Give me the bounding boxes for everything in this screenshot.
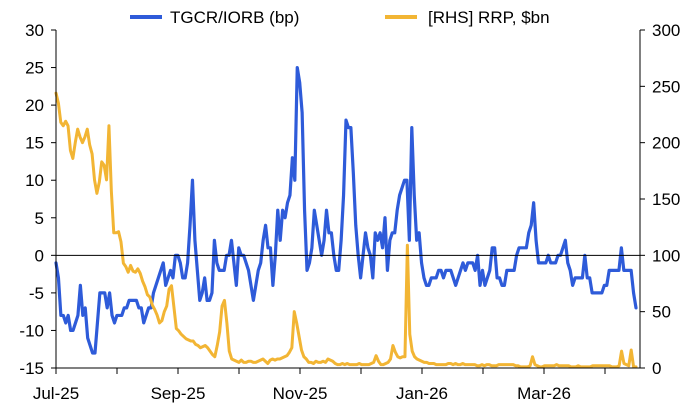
legend-label-tgcr-iorb: TGCR/IORB (bp)	[170, 8, 299, 27]
right-tick-label: 250	[652, 77, 680, 96]
left-tick-label: 5	[35, 209, 44, 228]
left-tick-label: -10	[19, 321, 44, 340]
left-tick-label: 30	[25, 21, 44, 40]
right-tick-label: 50	[652, 303, 671, 322]
right-tick-label: 200	[652, 134, 680, 153]
x-tick-label: Sep-25	[151, 384, 206, 403]
right-tick-label: 0	[652, 359, 661, 378]
legend: TGCR/IORB (bp) [RHS] RRP, $bn	[130, 8, 550, 27]
left-tick-label: 15	[25, 134, 44, 153]
left-tick-label: 10	[25, 171, 44, 190]
legend-label-rrp: [RHS] RRP, $bn	[428, 8, 550, 27]
left-tick-label: 0	[35, 246, 44, 265]
left-tick-label: -15	[19, 359, 44, 378]
right-tick-label: 100	[652, 246, 680, 265]
x-tick-label: Mar-26	[517, 384, 571, 403]
left-tick-label: -5	[29, 284, 44, 303]
x-tick-label: Jan-26	[396, 384, 448, 403]
series-line-rrp	[54, 91, 638, 369]
x-tick-label: Jul-25	[33, 384, 79, 403]
right-tick-label: 150	[652, 190, 680, 209]
axes: 302520151050-5-10-15300250200150100500Ju…	[19, 21, 680, 403]
left-tick-label: 25	[25, 59, 44, 78]
x-tick-label: Nov-25	[273, 384, 328, 403]
right-tick-label: 300	[652, 21, 680, 40]
left-tick-label: 20	[25, 96, 44, 115]
series-line-tgcr-iorb	[54, 65, 638, 355]
plot-lines	[54, 65, 638, 369]
